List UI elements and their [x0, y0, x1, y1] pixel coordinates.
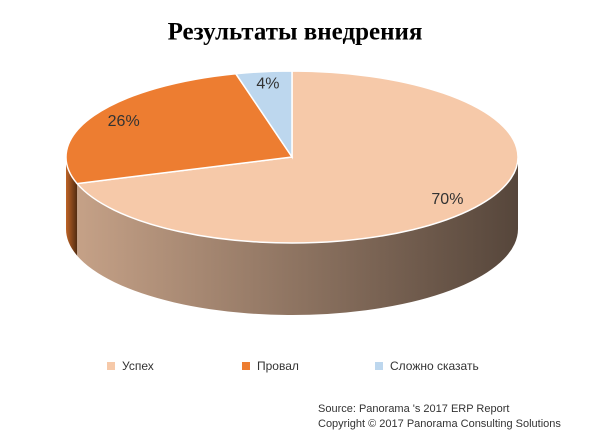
legend-marker — [242, 362, 250, 370]
slice-side — [77, 157, 519, 315]
slice-side — [66, 157, 78, 256]
chart-title: Результаты внедрения — [168, 19, 423, 46]
source: Source: Panorama 's 2017 ERP Report — [318, 403, 509, 415]
slice — [75, 70, 519, 244]
legend-label: Сложно сказать — [390, 359, 479, 373]
legend-label: Успех — [122, 359, 154, 373]
legend-label: Провал — [257, 359, 299, 373]
source: Copyright © 2017 Panorama Consulting Sol… — [318, 418, 561, 430]
value-label: 70% — [431, 191, 463, 208]
legend-marker — [375, 362, 383, 370]
value-label: 26% — [108, 113, 140, 130]
slice — [65, 72, 294, 185]
value-label: 4% — [256, 76, 279, 93]
legend-marker — [107, 362, 115, 370]
slice — [234, 70, 293, 160]
